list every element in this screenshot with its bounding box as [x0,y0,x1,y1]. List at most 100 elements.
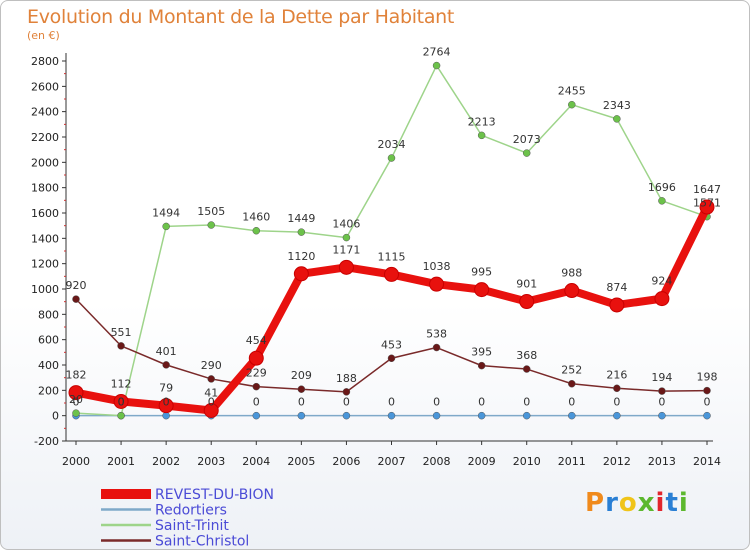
x-tick-label: 2005 [287,455,315,468]
data-point-revest-du-bion [474,282,490,298]
data-label-saint-christol: 252 [561,364,582,377]
data-label-revest-du-bion: 112 [111,377,132,390]
data-point-redortiers [252,411,261,420]
y-tick-label: 2600 [31,80,59,93]
data-point-revest-du-bion [293,266,309,282]
data-label-redortiers: 0 [73,396,80,409]
data-label-saint-christol: 194 [651,371,672,384]
data-label-saint-christol: 453 [381,338,402,351]
data-point-redortiers [387,411,396,420]
data-label-saint-christol: 368 [516,349,537,362]
data-label-revest-du-bion: 1038 [423,260,451,273]
data-point-saint-trinit [387,154,396,162]
logo-letter: x [637,488,656,518]
data-point-revest-du-bion [519,294,535,310]
data-label-revest-du-bion: 1115 [378,250,406,263]
chart-title: Evolution du Montant de la Dette par Hab… [27,6,455,28]
logo-letter: r [605,488,619,518]
data-point-saint-trinit [72,409,80,417]
data-label-redortiers: 0 [433,396,440,409]
data-point-redortiers [613,411,621,420]
y-tick-label: 0 [52,410,59,423]
proxiti-logo: Proxiti [585,488,689,518]
y-tick-label: 1400 [31,232,59,245]
data-label-saint-trinit: 1406 [332,218,360,231]
data-point-revest-du-bion [699,199,715,215]
data-point-saint-trinit [252,226,261,235]
data-label-saint-christol: 229 [246,367,267,380]
logo-letter: t [665,488,679,518]
data-label-saint-trinit: 2764 [423,46,451,59]
x-tick-label: 2000 [62,455,90,468]
data-point-revest-du-bion [609,297,625,313]
data-label-redortiers: 0 [118,396,125,409]
data-label-saint-trinit: 0 [118,396,125,409]
x-tick-label: 2010 [513,455,541,468]
data-point-saint-christol [432,343,441,352]
data-label-saint-christol: 551 [111,326,132,339]
data-label-saint-christol: 198 [697,371,718,384]
data-point-redortiers [658,411,666,420]
y-tick-label: 1800 [31,182,59,195]
data-label-saint-christol: 209 [291,369,312,382]
x-tick-label: 2013 [648,455,676,468]
chart-unit: (en €) [27,29,60,42]
data-point-revest-du-bion [68,385,84,401]
data-label-revest-du-bion: 454 [246,334,267,347]
x-tick-label: 2004 [242,455,270,468]
data-point-saint-trinit [117,411,125,420]
x-tick-label: 2014 [693,455,721,468]
y-tick-label: 600 [38,334,59,347]
data-point-revest-du-bion [158,398,174,414]
data-label-redortiers: 0 [478,396,485,409]
data-label-revest-du-bion: 995 [471,266,492,279]
x-tick-label: 2002 [152,455,180,468]
y-tick-label: 2000 [31,156,59,169]
data-point-saint-christol [522,365,531,373]
data-point-saint-christol [477,361,486,370]
x-tick-label: 2011 [558,455,586,468]
data-point-revest-du-bion [113,393,129,409]
data-label-redortiers: 0 [704,396,711,409]
data-point-saint-trinit [613,115,621,123]
data-point-saint-trinit [207,221,215,229]
x-tick-label: 2003 [197,455,225,468]
data-point-saint-christol [162,361,170,369]
data-point-redortiers [432,411,441,420]
data-point-revest-du-bion [429,276,445,292]
data-point-saint-christol [658,387,666,395]
data-label-saint-trinit: 1696 [648,181,676,194]
x-tick-label: 2007 [378,455,406,468]
data-label-revest-du-bion: 874 [606,281,627,294]
data-label-redortiers: 0 [298,396,305,409]
data-label-saint-trinit: 2455 [558,85,586,98]
data-label-saint-trinit: 1571 [693,197,721,210]
data-label-revest-du-bion: 924 [651,275,672,288]
data-point-revest-du-bion [248,350,264,366]
y-tick-label: 400 [38,359,59,372]
x-tick-label: 2009 [468,455,496,468]
data-label-saint-christol: 188 [336,372,357,385]
data-label-revest-du-bion: 41 [204,386,218,399]
data-label-saint-christol: 538 [426,328,447,341]
data-label-revest-du-bion: 1647 [693,183,721,196]
data-point-saint-christol [117,342,125,350]
data-label-saint-christol: 290 [201,359,222,372]
logo-letter: P [585,488,606,518]
data-label-saint-trinit: 1460 [242,211,270,224]
data-label-saint-christol: 401 [156,345,177,358]
data-label-redortiers: 0 [208,396,215,409]
data-label-revest-du-bion: 79 [159,382,173,395]
data-point-saint-christol [252,382,261,391]
data-label-saint-trinit: 2343 [603,99,631,112]
data-label-saint-trinit: 2213 [468,115,496,128]
data-point-saint-christol [207,375,215,383]
x-tick-label: 2001 [107,455,135,468]
data-label-saint-trinit: 1494 [152,206,180,219]
data-label-revest-du-bion: 182 [66,369,87,382]
data-point-revest-du-bion [384,266,399,282]
data-label-saint-trinit: 2034 [378,138,406,151]
data-point-saint-christol [342,388,351,396]
data-label-redortiers: 0 [613,396,620,409]
